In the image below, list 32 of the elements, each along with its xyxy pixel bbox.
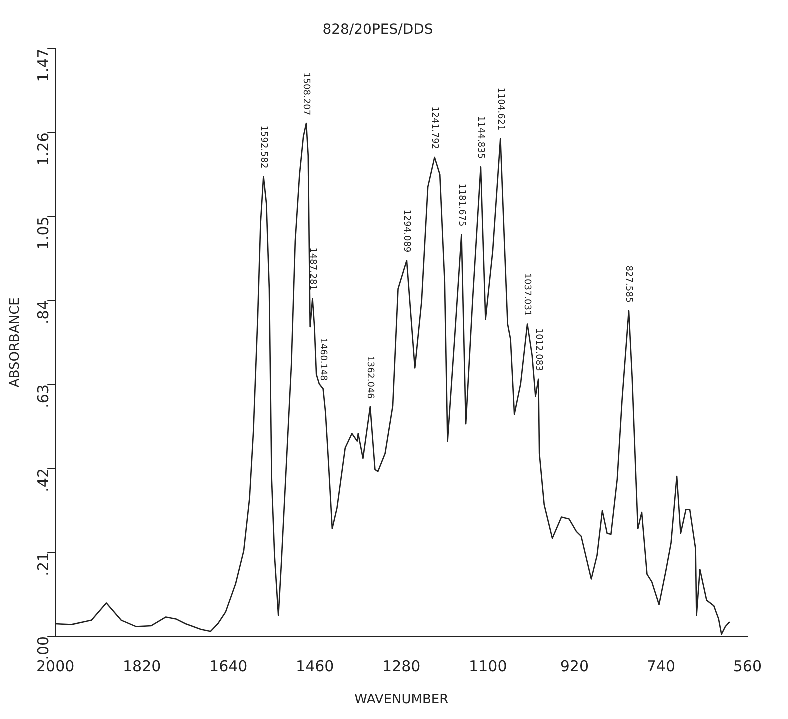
y-tick-label: .21 — [34, 552, 52, 576]
annotation: 1508.207 — [301, 72, 312, 116]
y-axis-title: ABSORBANCE — [8, 298, 24, 388]
annotation: 1181.675 — [456, 184, 466, 227]
annotation: 1037.031 — [522, 273, 532, 316]
annotation: 1144.835 — [476, 116, 486, 160]
y-tick-label: 1.26 — [34, 132, 52, 166]
x-tick-label: 1100 — [469, 657, 508, 676]
y-tick-label: 1.05 — [34, 216, 52, 250]
x-tick-label: 1460 — [296, 657, 334, 676]
annotation: 827.585 — [624, 266, 634, 304]
y-tick-label: .63 — [34, 384, 52, 408]
annotation: 1362.046 — [365, 356, 376, 400]
annotation: 1592.582 — [258, 126, 268, 169]
x-tick-label: 920 — [560, 657, 589, 676]
y-tick-label: .84 — [34, 300, 52, 324]
y-tick-label: .42 — [34, 468, 52, 492]
chart-title: 828/20PES/DDS — [322, 22, 434, 38]
annotation: 1104.621 — [495, 88, 506, 131]
x-tick-label: 1820 — [123, 657, 162, 676]
x-axis-title: WAVENUMBER — [354, 692, 449, 708]
x-tick-label: 560 — [733, 657, 762, 676]
x-tick-label: 1640 — [210, 657, 248, 676]
y-tick-label: .00 — [34, 636, 52, 660]
annotation: 1487.281 — [307, 248, 318, 291]
x-tick-label: 1280 — [382, 657, 421, 676]
y-tick-label: 1.47 — [34, 48, 52, 82]
annotation: 1460.148 — [318, 338, 328, 382]
annotation: 1294.089 — [402, 210, 412, 253]
x-tick-label: 740 — [646, 657, 676, 676]
annotation: 1012.083 — [533, 328, 544, 372]
annotation: 1241.792 — [429, 106, 440, 150]
